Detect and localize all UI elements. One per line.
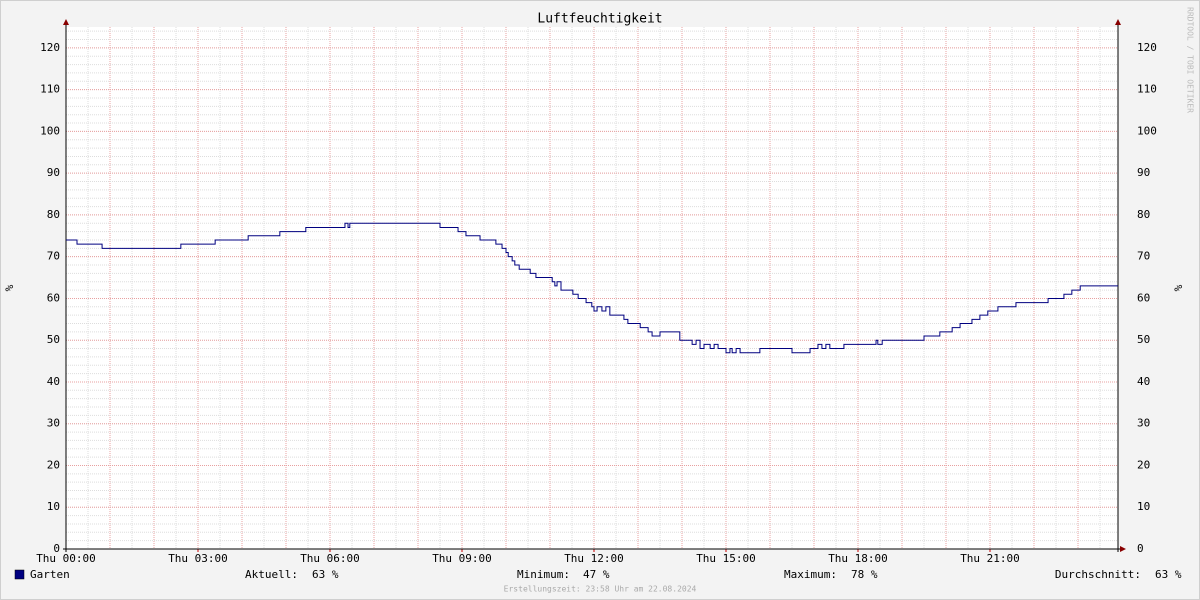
y2-tick-label: 50 (1137, 333, 1150, 346)
x-tick-label: Thu 00:00 (36, 552, 96, 565)
stat-label: Durchschnitt: (1055, 568, 1141, 581)
y2-tick-label: 30 (1137, 417, 1150, 430)
y2-tick-label: 120 (1137, 41, 1157, 54)
x-tick-label: Thu 18:00 (828, 552, 888, 565)
y2-tick-label: 10 (1137, 500, 1150, 513)
stat-value: 63 % (1155, 568, 1182, 581)
watermark: RRDTOOL / TOBI OETIKER (1186, 7, 1195, 113)
x-tick-label: Thu 09:00 (432, 552, 492, 565)
y2-axis-label: % (1172, 284, 1185, 291)
plot-area (66, 27, 1118, 549)
stat-label: Aktuell: (245, 568, 298, 581)
y-tick-label: 70 (47, 250, 60, 263)
y-tick-label: 110 (40, 83, 60, 96)
stat-value: 47 % (583, 568, 610, 581)
y2-tick-label: 100 (1137, 124, 1157, 137)
y2-tick-label: 90 (1137, 166, 1150, 179)
series-line (66, 222, 1119, 354)
y2-tick-label: 80 (1137, 208, 1150, 221)
y-tick-label: 80 (47, 208, 60, 221)
x-tick-label: Thu 15:00 (696, 552, 756, 565)
y2-tick-label: 40 (1137, 375, 1150, 388)
y2-tick-label: 70 (1137, 250, 1150, 263)
y-tick-label: 40 (47, 375, 60, 388)
y-tick-label: 90 (47, 166, 60, 179)
footer: Erstellungszeit: 23:58 Uhr am 22.08.2024 (504, 585, 697, 594)
y2-tick-label: 20 (1137, 458, 1150, 471)
y-tick-label: 10 (47, 500, 60, 513)
y-tick-label: 120 (40, 41, 60, 54)
chart-title: Luftfeuchtigkeit (537, 12, 662, 27)
axis-arrow (63, 19, 69, 25)
x-tick-label: Thu 12:00 (564, 552, 624, 565)
y-tick-label: 20 (47, 458, 60, 471)
y-tick-label: 30 (47, 417, 60, 430)
x-tick-label: Thu 03:00 (168, 552, 228, 565)
stat-label: Maximum: (784, 568, 837, 581)
y-tick-label: 0 (53, 542, 60, 555)
legend-label: Garten (30, 568, 70, 581)
y-tick-label: 100 (40, 124, 60, 137)
axis-arrow (1115, 19, 1121, 25)
y2-tick-label: 110 (1137, 83, 1157, 96)
y-axis-label: % (3, 284, 16, 291)
stat-label: Minimum: (517, 568, 570, 581)
y2-tick-label: 60 (1137, 291, 1150, 304)
legend-swatch (14, 569, 25, 580)
stat-value: 63 % (312, 568, 339, 581)
y2-tick-label: 0 (1137, 542, 1144, 555)
stat-value: 78 % (851, 568, 878, 581)
x-tick-label: Thu 06:00 (300, 552, 360, 565)
y-tick-label: 60 (47, 291, 60, 304)
x-tick-label: Thu 21:00 (960, 552, 1020, 565)
axis-arrow (1120, 546, 1126, 552)
y-tick-label: 50 (47, 333, 60, 346)
